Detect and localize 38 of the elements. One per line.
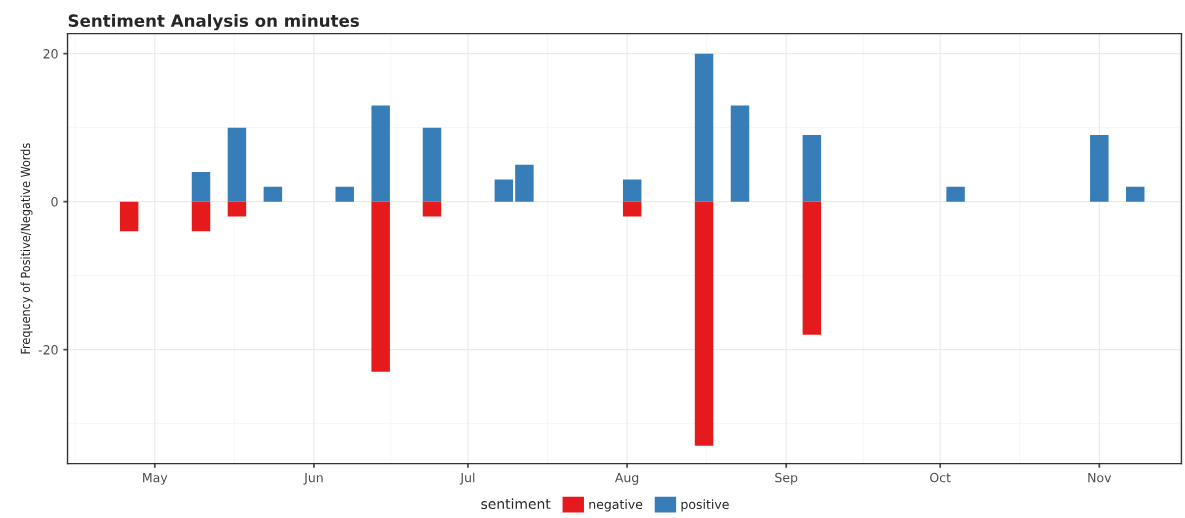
bar <box>622 179 642 202</box>
x-tick-label: Nov <box>1088 473 1112 483</box>
bar <box>946 186 965 202</box>
bar <box>422 201 442 217</box>
bar <box>422 127 442 202</box>
legend-label: positive <box>681 499 729 512</box>
bar <box>263 186 283 202</box>
y-tick-label: 20 <box>43 49 58 59</box>
bar <box>371 201 390 372</box>
bar <box>1090 135 1109 202</box>
bar <box>227 201 247 217</box>
bar <box>371 105 390 202</box>
x-tick-label: Sep <box>775 472 798 485</box>
bar <box>227 127 247 202</box>
legend-label: negative <box>589 499 643 512</box>
bar <box>694 201 714 446</box>
bar <box>802 201 822 335</box>
bar <box>622 201 642 217</box>
x-tick-label: Jul <box>459 472 475 485</box>
bar <box>515 164 534 202</box>
x-tick-label: Jun <box>303 473 323 485</box>
x-tick-label: Aug <box>614 473 639 485</box>
x-tick-label: May <box>143 473 168 485</box>
bar <box>694 53 714 202</box>
legend-title: sentiment <box>481 498 551 510</box>
bar <box>191 172 211 202</box>
bar <box>119 201 139 232</box>
bar <box>1126 186 1145 202</box>
y-tick-label: -20 <box>38 345 58 355</box>
chart-title: Sentiment Analysis on minutes <box>68 14 359 31</box>
bar <box>494 179 514 202</box>
y-axis-title: Frequency of Positive/Negative Words <box>20 143 33 354</box>
bar <box>730 105 750 202</box>
bar <box>802 135 822 202</box>
y-tick-label: 0 <box>51 197 58 207</box>
bar <box>335 186 354 202</box>
bar <box>191 201 211 232</box>
x-tick-label: Oct <box>930 472 951 483</box>
